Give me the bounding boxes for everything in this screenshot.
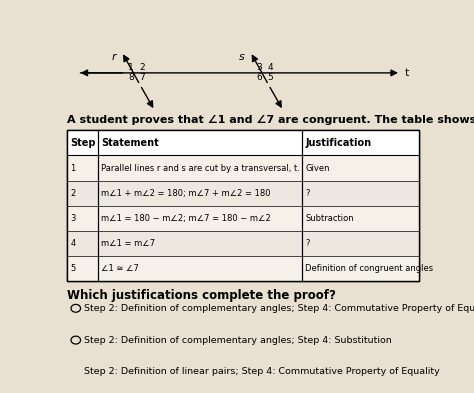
Text: Justification: Justification: [305, 138, 372, 148]
Text: Statement: Statement: [101, 138, 159, 148]
Text: m∠1 = m∠7: m∠1 = m∠7: [101, 239, 155, 248]
Text: m∠1 = 180 − m∠2; m∠7 = 180 − m∠2: m∠1 = 180 − m∠2; m∠7 = 180 − m∠2: [101, 214, 271, 223]
Text: 6: 6: [256, 73, 262, 82]
Text: A student proves that ∠1 and ∠7 are congruent. The table shows the steps.: A student proves that ∠1 and ∠7 are cong…: [66, 115, 474, 125]
Text: 3: 3: [256, 63, 262, 72]
Text: 3: 3: [70, 214, 76, 223]
Text: Step: Step: [70, 138, 96, 148]
Text: Which justifications complete the proof?: Which justifications complete the proof?: [66, 288, 336, 302]
Text: 1: 1: [128, 63, 134, 72]
Text: 7: 7: [139, 73, 145, 82]
Text: 4: 4: [268, 63, 273, 72]
Text: 5: 5: [70, 264, 75, 273]
FancyBboxPatch shape: [66, 130, 419, 156]
Text: Step 2: Definition of complementary angles; Step 4: Substitution: Step 2: Definition of complementary angl…: [84, 336, 392, 345]
FancyBboxPatch shape: [66, 181, 419, 206]
Text: s: s: [239, 52, 245, 62]
Text: 8: 8: [128, 73, 134, 82]
Text: 1: 1: [70, 163, 75, 173]
Text: 4: 4: [70, 239, 75, 248]
Text: Step 2: Definition of linear pairs; Step 4: Commutative Property of Equality: Step 2: Definition of linear pairs; Step…: [84, 367, 440, 376]
FancyBboxPatch shape: [66, 231, 419, 256]
Text: Parallel lines r and s are cut by a transversal, t.: Parallel lines r and s are cut by a tran…: [101, 163, 301, 173]
Text: Step 2: Definition of complementary angles; Step 4: Commutative Property of Equa: Step 2: Definition of complementary angl…: [84, 304, 474, 313]
Text: m∠1 + m∠2 = 180; m∠7 + m∠2 = 180: m∠1 + m∠2 = 180; m∠7 + m∠2 = 180: [101, 189, 271, 198]
FancyBboxPatch shape: [66, 256, 419, 281]
Text: r: r: [111, 52, 116, 62]
FancyBboxPatch shape: [66, 206, 419, 231]
Text: ?: ?: [305, 189, 310, 198]
Text: ∠1 ≅ ∠7: ∠1 ≅ ∠7: [101, 264, 139, 273]
Text: Subtraction: Subtraction: [305, 214, 354, 223]
Text: Definition of congruent angles: Definition of congruent angles: [305, 264, 434, 273]
Text: t: t: [405, 68, 409, 78]
Text: Given: Given: [305, 163, 330, 173]
Text: ?: ?: [305, 239, 310, 248]
Text: 2: 2: [70, 189, 75, 198]
FancyBboxPatch shape: [66, 156, 419, 181]
Text: 5: 5: [268, 73, 273, 82]
Text: 2: 2: [139, 63, 145, 72]
